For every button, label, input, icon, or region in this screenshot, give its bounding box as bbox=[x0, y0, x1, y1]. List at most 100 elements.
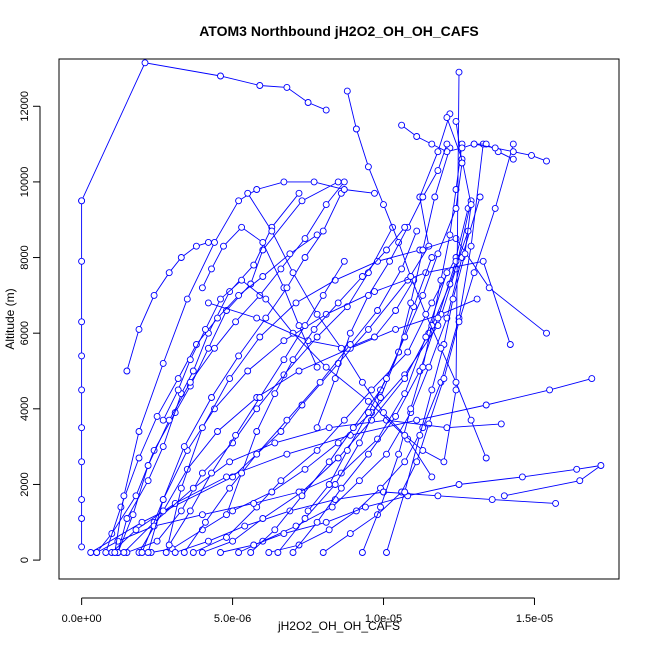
data-point bbox=[180, 549, 188, 556]
data-point bbox=[201, 325, 209, 333]
data-point bbox=[235, 291, 243, 299]
data-point bbox=[295, 189, 303, 197]
data-point bbox=[443, 114, 451, 122]
data-point bbox=[319, 227, 327, 235]
data-point bbox=[552, 499, 560, 507]
data-point bbox=[253, 314, 261, 322]
data-point bbox=[455, 318, 463, 326]
data-point bbox=[340, 257, 348, 265]
data-point bbox=[280, 178, 288, 186]
data-point bbox=[198, 511, 206, 519]
data-point bbox=[189, 484, 197, 492]
data-point bbox=[380, 201, 387, 209]
data-point bbox=[313, 518, 321, 526]
data-point bbox=[78, 352, 86, 360]
data-point bbox=[364, 291, 372, 299]
data-point bbox=[440, 375, 448, 383]
data-point bbox=[153, 412, 161, 420]
series-29 bbox=[274, 144, 454, 556]
data-point bbox=[322, 106, 330, 114]
data-point bbox=[371, 288, 378, 296]
data-point bbox=[256, 394, 264, 401]
data-point bbox=[223, 473, 230, 481]
data-point bbox=[313, 333, 321, 341]
series-line bbox=[247, 72, 460, 463]
data-point bbox=[159, 507, 167, 515]
data-point bbox=[337, 484, 345, 492]
data-point bbox=[135, 325, 143, 333]
data-point bbox=[452, 204, 460, 212]
series-line bbox=[220, 465, 602, 553]
data-point bbox=[374, 307, 381, 314]
series-18 bbox=[102, 231, 321, 556]
data-point bbox=[174, 386, 182, 394]
data-point bbox=[401, 375, 409, 383]
y-tick-label: 0 bbox=[19, 557, 31, 563]
series-line bbox=[151, 200, 472, 553]
series-25 bbox=[123, 238, 212, 375]
data-point bbox=[340, 186, 348, 193]
data-point bbox=[428, 386, 436, 394]
data-point bbox=[506, 341, 514, 348]
data-point bbox=[271, 439, 279, 447]
data-point bbox=[256, 333, 264, 341]
data-point bbox=[253, 428, 261, 435]
data-point bbox=[416, 431, 424, 439]
data-point bbox=[153, 537, 161, 545]
y-tick-label: 2000 bbox=[19, 472, 31, 496]
data-point bbox=[78, 318, 86, 326]
y-axis-label: Altitude (m) bbox=[3, 288, 17, 349]
data-point bbox=[398, 121, 406, 129]
data-point bbox=[377, 503, 384, 511]
data-point bbox=[120, 492, 128, 500]
data-point bbox=[346, 341, 354, 348]
data-point bbox=[325, 526, 333, 534]
data-point bbox=[310, 325, 318, 333]
data-point bbox=[271, 526, 279, 534]
data-point bbox=[364, 409, 372, 417]
series-line bbox=[361, 144, 463, 553]
y-tick-label: 6000 bbox=[19, 321, 31, 345]
data-point bbox=[123, 515, 131, 522]
data-point bbox=[298, 492, 306, 500]
data-point bbox=[238, 223, 246, 231]
data-point bbox=[283, 284, 291, 292]
data-point bbox=[434, 167, 442, 175]
data-point bbox=[241, 522, 249, 530]
data-point bbox=[446, 231, 454, 239]
series-line bbox=[147, 193, 342, 553]
data-point bbox=[443, 269, 451, 277]
series-36 bbox=[343, 87, 490, 462]
data-point bbox=[135, 428, 143, 435]
data-point bbox=[159, 416, 167, 424]
y-tick-label: 4000 bbox=[19, 397, 31, 421]
data-point bbox=[217, 549, 224, 556]
data-point bbox=[313, 310, 321, 318]
data-point bbox=[159, 359, 167, 367]
data-point bbox=[253, 450, 261, 458]
data-point bbox=[428, 473, 436, 481]
data-point bbox=[467, 201, 475, 209]
data-point bbox=[543, 157, 550, 165]
data-point bbox=[123, 367, 131, 375]
data-point bbox=[192, 242, 200, 250]
series-line bbox=[96, 272, 448, 553]
data-point bbox=[289, 549, 297, 556]
data-point bbox=[204, 238, 212, 246]
x-tick-label: 0.0e+00 bbox=[62, 613, 102, 625]
data-point bbox=[177, 254, 185, 261]
data-point bbox=[171, 549, 179, 556]
data-point bbox=[283, 416, 291, 424]
data-point bbox=[141, 59, 149, 67]
data-point bbox=[461, 250, 469, 258]
data-point bbox=[253, 186, 261, 193]
y-tick-label: 12000 bbox=[19, 91, 31, 122]
data-point bbox=[473, 295, 481, 303]
data-point bbox=[470, 269, 478, 277]
data-point bbox=[214, 428, 221, 435]
x-tick-label: 1.5e-05 bbox=[516, 613, 553, 625]
data-point bbox=[271, 390, 279, 398]
data-point bbox=[377, 394, 384, 401]
data-point bbox=[283, 450, 291, 458]
data-point bbox=[214, 314, 221, 322]
